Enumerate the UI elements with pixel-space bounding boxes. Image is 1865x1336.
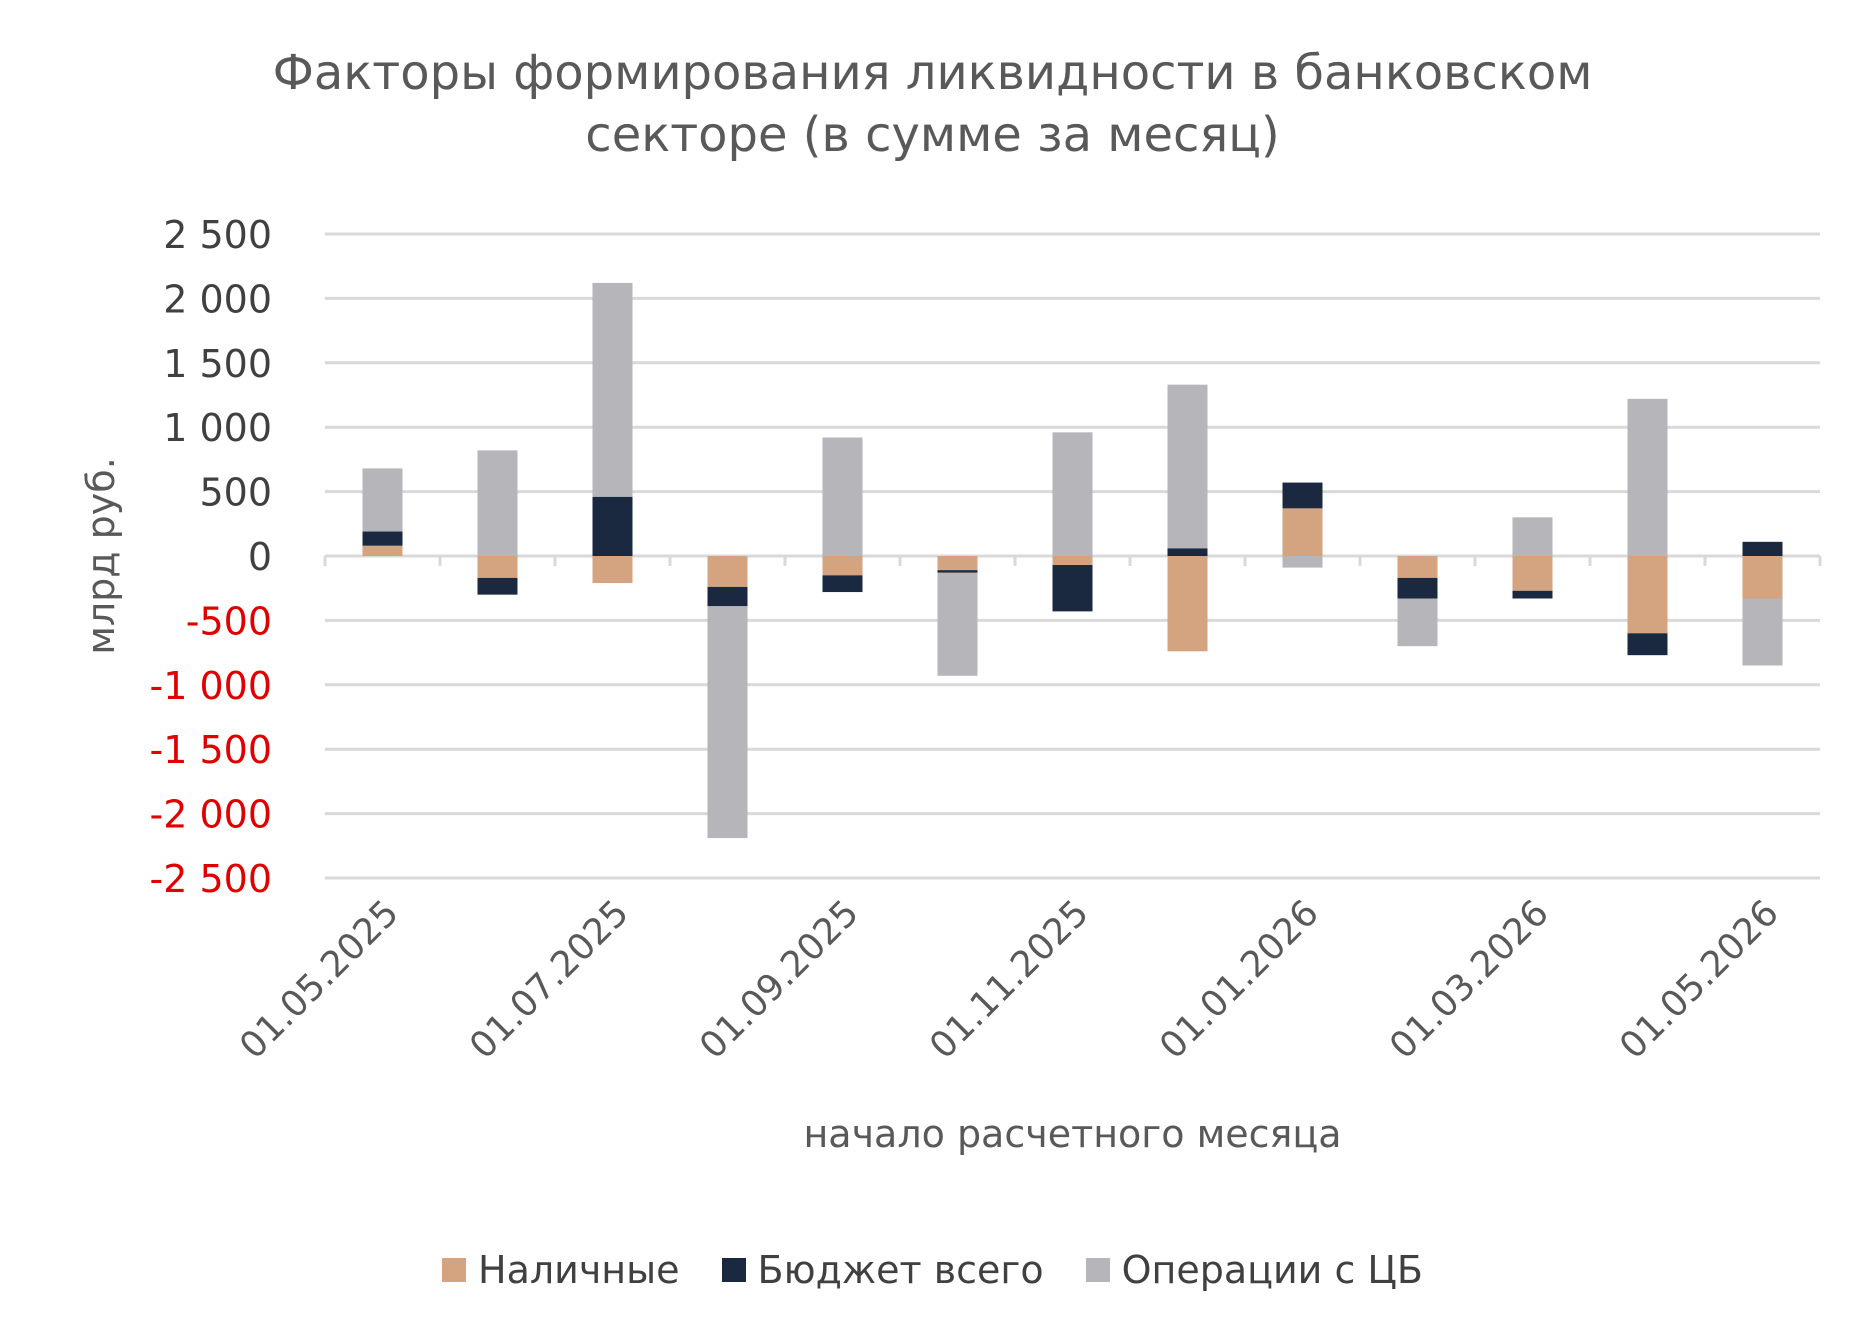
bar-segment-0-12: [1742, 556, 1783, 599]
bar-segment-1-7: [1167, 548, 1208, 556]
bar-segment-1-4: [822, 575, 863, 593]
bar-segment-2-5: [937, 572, 978, 676]
y-tick-label: 1 000: [163, 406, 272, 450]
bar-segment-2-1: [477, 450, 518, 556]
bar-segment-2-8: [1282, 556, 1323, 568]
bar-segment-1-3: [707, 586, 748, 607]
bar-segment-1-1: [477, 577, 518, 595]
bar-segment-0-7: [1167, 556, 1208, 652]
bar-segment-2-0: [362, 468, 403, 532]
bar-segment-2-3: [707, 606, 748, 839]
bar-segment-0-6: [1052, 556, 1093, 566]
y-axis-title: млрд руб.: [79, 457, 123, 655]
bar-layer: [362, 282, 1783, 839]
bar-segment-2-11: [1627, 398, 1668, 556]
bar-segment-1-8: [1282, 482, 1323, 509]
bar-segment-1-10: [1512, 590, 1553, 599]
bar-segment-0-1: [477, 556, 518, 578]
legend-label-budget: Бюджет всего: [757, 1248, 1044, 1292]
bar-segment-0-3: [707, 556, 748, 587]
bar-segment-2-7: [1167, 384, 1208, 549]
bar-segment-0-11: [1627, 556, 1668, 634]
bar-segment-0-10: [1512, 556, 1553, 591]
bar-segment-1-0: [362, 531, 403, 546]
bar-segment-1-5: [937, 570, 978, 573]
y-tick-label: -1 500: [150, 728, 273, 772]
bar-segment-0-2: [592, 556, 633, 584]
legend-swatch-cash: [442, 1258, 466, 1282]
bar-segment-1-6: [1052, 565, 1093, 612]
x-tick-label: 01.01.2026: [1152, 892, 1327, 1067]
bar-segment-2-6: [1052, 432, 1093, 556]
legend-label-cash: Наличные: [478, 1248, 680, 1292]
y-tick-label: -500: [186, 599, 272, 643]
bar-segment-2-10: [1512, 517, 1553, 556]
bar-segment-0-4: [822, 556, 863, 576]
y-tick-label: -2 500: [150, 857, 273, 901]
legend: Наличные Бюджет всего Операции с ЦБ: [0, 1240, 1865, 1300]
y-tick-label: -2 000: [150, 793, 273, 837]
legend-swatch-cb-operations: [1085, 1258, 1110, 1282]
x-tick-label: 01.07.2025: [462, 892, 637, 1067]
grid-layer: [325, 232, 1820, 880]
bar-segment-0-9: [1397, 556, 1438, 578]
y-tick-label: 0: [248, 535, 272, 579]
legend-item-budget: Бюджет всего: [721, 1248, 1044, 1292]
bar-segment-2-9: [1397, 598, 1438, 647]
legend-item-cash: Наличные: [442, 1248, 680, 1292]
bar-segment-2-2: [592, 282, 633, 497]
y-tick-label: -1 000: [150, 664, 273, 708]
bar-segment-1-2: [592, 496, 633, 556]
legend-swatch-budget: [721, 1258, 746, 1282]
bar-segment-1-11: [1627, 633, 1668, 656]
chart-title-line-2: секторе (в сумме за месяц): [585, 107, 1280, 163]
bar-segment-1-9: [1397, 577, 1438, 599]
y-tick-label: 500: [199, 471, 272, 515]
x-tick-label: 01.05.2025: [232, 892, 407, 1067]
bar-segment-2-4: [822, 437, 863, 556]
y-tick-label: 2 000: [163, 277, 272, 321]
bar-segment-0-5: [937, 556, 978, 571]
y-tick-label: 2 500: [163, 213, 272, 257]
y-tick-label: 1 500: [163, 342, 272, 386]
bar-segment-0-0: [362, 545, 403, 556]
x-tick-label: 01.03.2026: [1382, 892, 1557, 1067]
chart-title: Факторы формирования ликвидности в банко…: [0, 42, 1865, 166]
x-tick-label: 01.11.2025: [922, 892, 1097, 1067]
x-axis-title: начало расчетного месяца: [803, 1112, 1341, 1156]
x-tick-label: 01.09.2025: [692, 892, 867, 1067]
bar-segment-0-8: [1282, 508, 1323, 556]
chart-title-line-1: Факторы формирования ликвидности в банко…: [272, 45, 1593, 101]
x-tick-label: 01.05.2026: [1612, 892, 1787, 1067]
bar-segment-2-12: [1742, 598, 1783, 666]
legend-item-cb-operations: Операции с ЦБ: [1085, 1248, 1423, 1292]
bar-segment-1-12: [1742, 541, 1783, 556]
legend-label-cb-operations: Операции с ЦБ: [1121, 1248, 1423, 1292]
